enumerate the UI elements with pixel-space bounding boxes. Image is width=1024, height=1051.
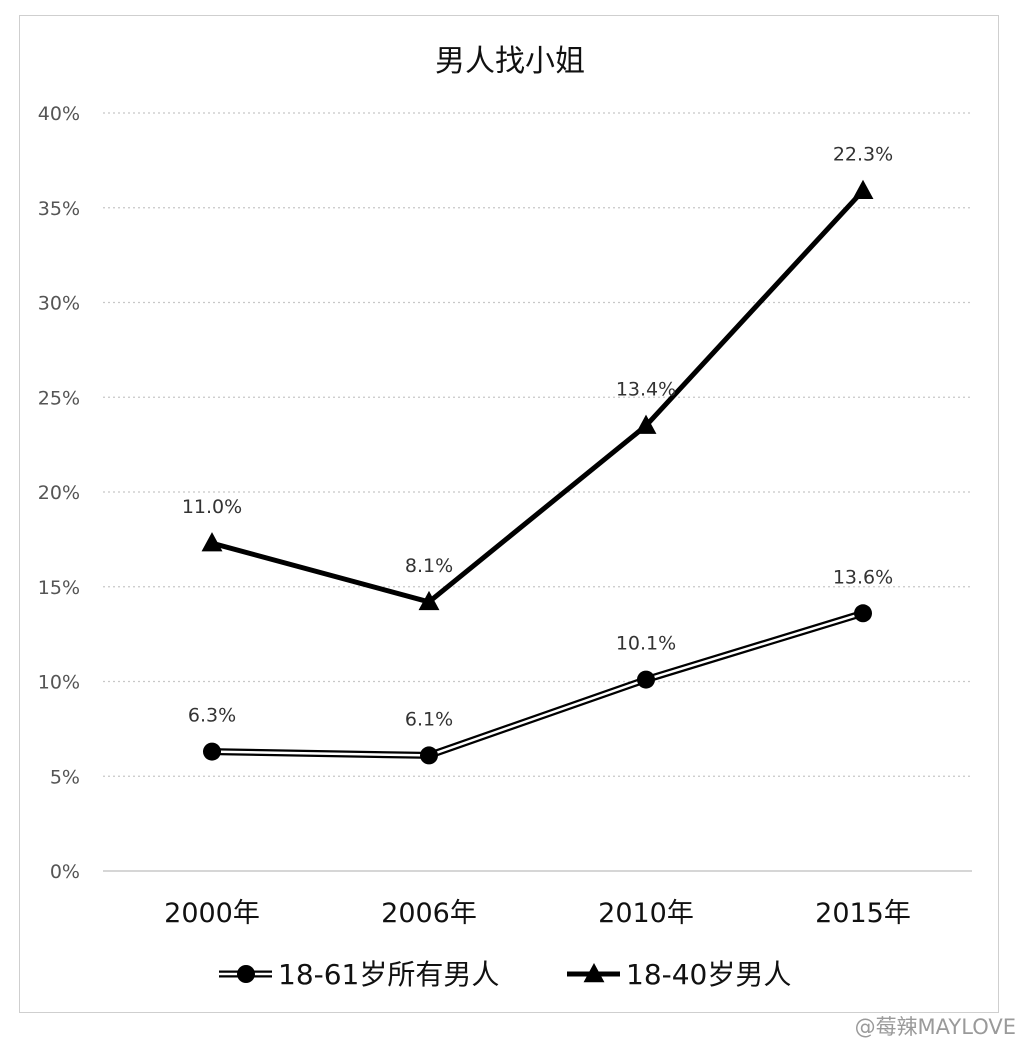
data-label: 6.3%: [188, 705, 236, 727]
data-point-triangle: [852, 179, 874, 199]
data-point-triangle: [418, 590, 440, 611]
legend: 18-61岁所有男人 18-40岁男人: [219, 958, 791, 991]
data-point-circle: [420, 746, 438, 765]
x-tick-label: 2015年: [815, 898, 911, 929]
y-tick-label: 10%: [38, 672, 80, 694]
data-label: 6.1%: [405, 708, 453, 730]
watermark: @莓辣MAYLOVE: [854, 1015, 1016, 1039]
gridlines: [103, 112, 972, 872]
data-point-circle: [854, 604, 872, 623]
x-tick-label: 2006年: [381, 898, 477, 929]
series-line: [211, 188, 865, 605]
y-tick-label: 5%: [50, 766, 80, 788]
x-axis-ticks: 2000年 2006年 2010年 2015年: [164, 898, 911, 929]
y-tick-label: 0%: [50, 861, 80, 883]
chart-frame: 男人找小姐 0% 5% 10% 15% 20% 25% 30% 35% 40% 2000年 200…: [19, 15, 999, 1013]
data-label: 11.0%: [182, 496, 242, 518]
series-line: [211, 612, 864, 757]
y-tick-label: 20%: [38, 482, 80, 504]
series-lines: [201, 179, 874, 765]
y-tick-label: 35%: [38, 198, 80, 220]
x-tick-label: 2000年: [164, 898, 260, 929]
legend-marker-triangle: [583, 963, 605, 983]
data-label: 10.1%: [616, 633, 676, 655]
y-tick-label: 25%: [38, 387, 80, 409]
x-tick-label: 2010年: [598, 898, 694, 929]
y-tick-label: 30%: [38, 293, 80, 315]
legend-label: 18-40岁男人: [626, 958, 791, 991]
data-labels: 6.3% 6.1% 10.1% 13.6% 11.0% 8.1% 13.4% 22.3%: [182, 144, 893, 731]
y-tick-label: 40%: [38, 103, 80, 125]
data-label: 13.4%: [616, 379, 676, 401]
data-label: 13.6%: [833, 566, 893, 588]
data-point-triangle: [201, 532, 223, 552]
data-point-circle: [637, 670, 655, 689]
legend-label: 18-61岁所有男人: [278, 958, 499, 991]
y-tick-label: 15%: [38, 577, 80, 599]
data-label: 22.3%: [833, 144, 893, 166]
data-label: 8.1%: [405, 555, 453, 577]
y-axis-ticks: 0% 5% 10% 15% 20% 25% 30% 35% 40%: [38, 103, 80, 883]
series-line-outline: [211, 609, 865, 759]
data-point-circle: [203, 742, 221, 761]
legend-marker-circle: [237, 965, 255, 983]
data-point-triangle: [635, 414, 657, 434]
line-chart: 男人找小姐 0%5%10%15%20%25%30%35%40% 2000年 200…: [38, 44, 972, 991]
chart-title: 男人找小姐: [435, 44, 585, 79]
